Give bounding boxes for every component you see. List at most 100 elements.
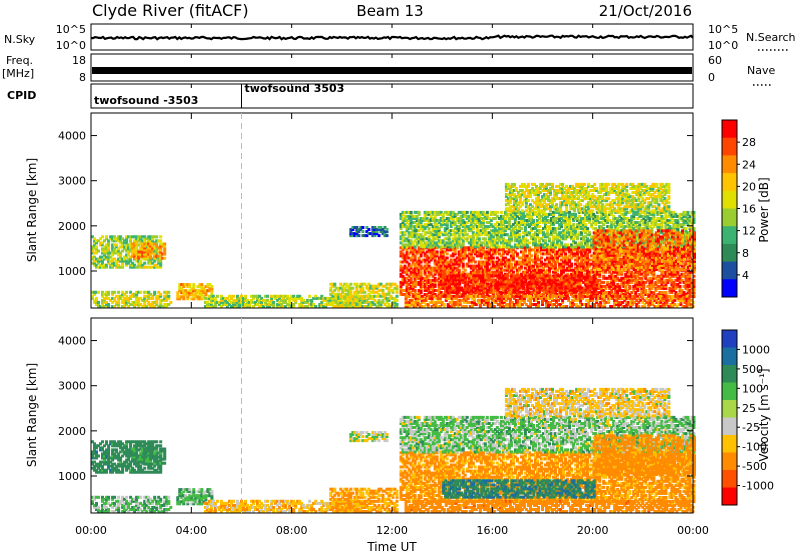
power-cell [503,245,507,249]
power-cell [361,298,365,302]
power-cell [451,245,455,249]
power-cell [395,284,399,288]
power-cell [405,254,409,258]
power-cell [419,250,423,254]
power-cell [383,303,387,306]
power-cell [423,276,427,280]
power-cell [441,245,445,249]
power-cell [127,300,131,304]
power-cell [509,286,513,290]
power-cell [505,272,509,276]
power-cell [596,293,600,296]
power-cell [131,250,135,254]
power-cell [310,300,314,304]
power-cell [680,274,684,278]
power-cell [538,276,542,280]
power-cell [509,268,513,272]
power-cell [463,246,467,250]
power-cell [513,262,517,266]
power-cell [676,284,680,288]
power-cell [536,276,540,280]
power-cell [488,286,492,290]
power-cell [355,230,359,234]
power-cell [546,278,550,282]
power-cell [680,289,684,292]
power-cell [405,252,409,256]
power-cell [485,210,489,214]
power-cell [407,264,411,268]
power-cell [113,247,117,251]
power-cell [266,298,270,302]
power-cell [182,291,186,295]
power-cell [367,296,371,300]
power-cell [469,250,473,254]
power-cell [443,272,447,276]
power-cell [355,294,359,298]
power-cell [101,247,104,251]
power-cell [536,288,540,292]
power-cell [476,290,480,294]
power-cell [558,274,562,278]
power-cell [125,255,129,259]
power-cell [461,239,465,243]
power-cell [210,287,214,291]
power-cell [672,270,676,274]
power-cell [465,248,469,252]
power-cell [618,284,622,288]
power-cell [466,274,470,278]
power-cell [429,282,433,286]
power-cell [113,257,117,261]
power-cell [487,231,491,235]
power-cell [459,219,463,222]
power-cell [525,243,529,247]
power-cell [546,293,549,296]
power-cell [264,300,268,304]
power-cell [525,270,529,274]
power-cell [461,270,465,274]
power-cell [582,264,586,268]
power-cell [468,284,472,288]
power-cell [425,266,429,270]
power-cell [459,272,463,276]
power-cell [501,248,505,252]
power-cell [449,243,453,247]
power-cell [425,254,429,258]
power-cell [219,296,223,300]
power-cell [423,252,427,256]
power-cell [477,219,481,222]
power-cell [510,288,514,292]
power-cell [443,229,447,233]
power-cell [433,250,437,254]
power-cell [248,300,251,304]
power-cell [534,270,537,274]
power-cell [419,237,423,241]
power-cell [421,276,425,280]
power-cell [407,214,411,218]
power-cell [536,293,539,296]
power-cell [437,221,441,224]
power-cell [139,237,143,241]
power-cell [540,276,544,280]
power-cell [523,239,527,243]
power-cell [211,294,215,298]
power-cell [409,272,413,276]
power-cell [523,246,527,250]
power-cell [405,280,409,284]
power-cell [499,270,503,274]
power-cell [351,234,355,238]
power-cell [409,286,413,290]
power-cell [240,298,243,302]
power-cell [463,237,467,241]
power-cell [481,212,485,216]
power-cell [465,233,469,237]
power-cell [471,246,475,250]
power-cell [147,261,151,265]
power-cell [530,214,533,218]
power-cell [532,239,535,243]
power-cell [437,229,441,233]
power-cell [184,293,188,297]
power-cell [359,282,363,286]
power-cell [355,234,359,238]
power-cell [501,245,505,249]
power-cell [385,282,389,286]
